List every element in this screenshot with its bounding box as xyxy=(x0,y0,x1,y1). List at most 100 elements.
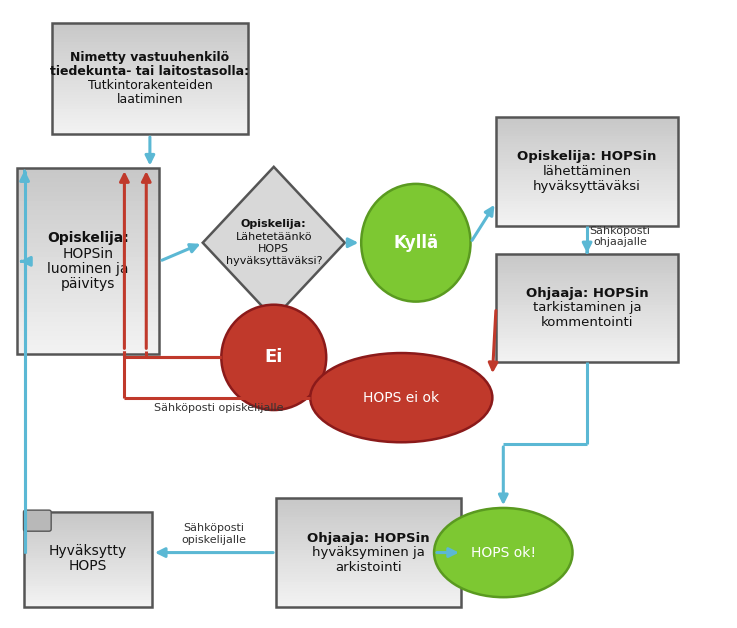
Bar xyxy=(17,280,159,284)
Bar xyxy=(17,197,159,201)
Bar xyxy=(17,238,159,243)
Bar xyxy=(24,539,152,542)
Bar xyxy=(17,266,159,271)
Bar xyxy=(52,109,248,112)
Bar xyxy=(496,270,678,273)
Bar xyxy=(496,343,678,346)
Bar xyxy=(496,338,678,340)
Bar xyxy=(17,340,159,345)
Bar xyxy=(496,289,678,291)
Bar xyxy=(17,284,159,290)
Bar xyxy=(52,112,248,115)
Bar xyxy=(276,580,461,582)
Bar xyxy=(276,547,461,550)
Bar xyxy=(24,595,152,597)
Text: laatiminen: laatiminen xyxy=(116,93,184,106)
Bar xyxy=(24,593,152,595)
Bar xyxy=(24,586,152,588)
Bar xyxy=(496,322,678,324)
Bar xyxy=(276,602,461,604)
Bar xyxy=(52,131,248,134)
Bar xyxy=(496,349,678,351)
Bar xyxy=(52,51,248,53)
Bar xyxy=(496,302,678,305)
Bar xyxy=(276,544,461,547)
Bar xyxy=(24,537,152,539)
Bar xyxy=(496,327,678,330)
Bar xyxy=(496,310,678,313)
Bar xyxy=(17,331,159,336)
Bar xyxy=(496,357,678,359)
Bar xyxy=(496,142,678,144)
Bar xyxy=(52,84,248,87)
Bar xyxy=(496,300,678,302)
Bar xyxy=(17,173,159,178)
Text: tiedekunta- tai laitostasolla:: tiedekunta- tai laitostasolla: xyxy=(50,65,249,78)
Bar xyxy=(52,65,248,67)
Bar xyxy=(52,34,248,36)
Bar xyxy=(17,317,159,322)
Bar xyxy=(17,327,159,331)
Bar xyxy=(496,305,678,308)
Bar xyxy=(24,583,152,586)
Bar xyxy=(52,23,248,26)
Bar xyxy=(17,290,159,294)
Bar xyxy=(496,340,678,343)
Text: HOPS ei ok: HOPS ei ok xyxy=(363,391,439,404)
Bar xyxy=(17,298,159,303)
Bar xyxy=(496,318,678,322)
Bar xyxy=(496,215,678,217)
Bar xyxy=(496,295,678,297)
Bar xyxy=(496,163,678,166)
Bar xyxy=(496,180,678,182)
Bar xyxy=(276,507,461,509)
Text: hyväksyttäväksi?: hyväksyttäväksi? xyxy=(226,256,322,266)
Bar xyxy=(276,566,461,569)
Bar xyxy=(276,509,461,512)
Bar xyxy=(17,205,159,210)
Bar xyxy=(52,115,248,117)
Text: Kyllä: Kyllä xyxy=(394,234,439,252)
Bar xyxy=(24,553,152,556)
Bar xyxy=(17,187,159,192)
Bar xyxy=(496,171,678,174)
Bar xyxy=(496,182,678,185)
Bar xyxy=(496,158,678,161)
Bar xyxy=(496,144,678,147)
Bar xyxy=(17,168,159,173)
Bar xyxy=(496,139,678,142)
Bar xyxy=(17,247,159,252)
Bar xyxy=(52,36,248,40)
Text: hyväksyttäväksi: hyväksyttäväksi xyxy=(533,180,641,193)
Bar xyxy=(52,76,248,78)
Bar xyxy=(496,198,678,202)
Bar xyxy=(496,126,678,128)
Text: Lähetetäänkö: Lähetetäänkö xyxy=(236,232,312,242)
Bar xyxy=(496,278,678,281)
Bar xyxy=(496,185,678,188)
Bar xyxy=(496,209,678,212)
Bar xyxy=(496,330,678,332)
Bar xyxy=(24,590,152,593)
Bar xyxy=(276,550,461,553)
Bar xyxy=(496,212,678,215)
Bar xyxy=(24,556,152,558)
Bar xyxy=(17,224,159,229)
Bar xyxy=(24,570,152,572)
Bar xyxy=(52,42,248,45)
Bar xyxy=(496,335,678,338)
Text: hyväksyminen ja: hyväksyminen ja xyxy=(312,546,425,559)
Bar xyxy=(276,501,461,504)
Bar xyxy=(496,217,678,220)
Bar xyxy=(52,92,248,95)
Bar xyxy=(496,207,678,209)
Bar xyxy=(24,526,152,528)
Bar xyxy=(17,252,159,257)
Bar xyxy=(276,558,461,561)
Bar xyxy=(276,553,461,555)
Bar xyxy=(17,308,159,313)
Bar xyxy=(24,588,152,590)
Ellipse shape xyxy=(221,305,326,410)
Text: HOPS: HOPS xyxy=(69,560,107,573)
Bar xyxy=(496,267,678,270)
